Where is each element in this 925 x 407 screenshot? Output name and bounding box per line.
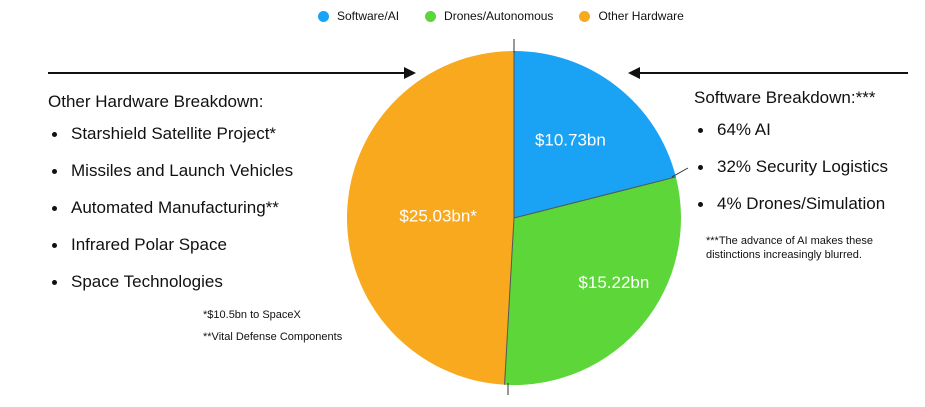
list-item-text: Space Technologies — [71, 272, 223, 291]
bullet-icon — [698, 164, 703, 170]
bullet-icon — [52, 279, 57, 285]
bullet-icon — [52, 205, 57, 211]
legend-label-drones: Drones/Autonomous — [444, 9, 554, 23]
other-hardware-title: Other Hardware Breakdown: — [48, 92, 264, 111]
list-item: 4% Drones/Simulation — [694, 194, 919, 214]
right-leader-line — [671, 167, 689, 178]
bullet-icon — [52, 131, 57, 137]
bullet-icon — [698, 127, 703, 133]
legend-item-drones: Drones/Autonomous — [425, 9, 553, 23]
list-item: Missiles and Launch Vehicles — [48, 161, 368, 181]
software-breakdown-title: Software Breakdown:*** — [694, 88, 876, 107]
software-breakdown: Software Breakdown:*** 64% AI 32% Securi… — [694, 88, 919, 231]
pie-slice-software — [514, 51, 676, 218]
legend-item-software: Software/AI — [318, 9, 399, 23]
other-hardware-list: Starshield Satellite Project* Missiles a… — [48, 124, 368, 292]
chart-legend: Software/AI Drones/Autonomous Other Hard… — [318, 9, 710, 23]
value-label-hardware: $25.03bn* — [399, 206, 477, 225]
list-item: 64% AI — [694, 120, 919, 140]
right-arrow-icon — [628, 67, 908, 79]
footnote-spacex: *$10.5bn to SpaceX — [203, 309, 301, 321]
footnote-ai-blurred: ***The advance of AI makes these distinc… — [706, 235, 873, 261]
legend-label-hardware: Other Hardware — [598, 9, 684, 23]
list-item: Starshield Satellite Project* — [48, 124, 368, 144]
list-item-text: 32% Security Logistics — [717, 157, 889, 176]
bullet-icon — [698, 201, 703, 207]
legend-item-hardware: Other Hardware — [579, 9, 684, 23]
list-item-text: Automated Manufacturing** — [71, 198, 279, 217]
list-item: Automated Manufacturing** — [48, 198, 368, 218]
software-breakdown-list: 64% AI 32% Security Logistics 4% Drones/… — [694, 120, 919, 214]
slice-divider — [504, 217, 515, 385]
list-item-text: Missiles and Launch Vehicles — [71, 161, 294, 180]
value-label-software: $10.73bn — [535, 131, 606, 150]
bullet-icon — [52, 168, 57, 174]
list-item-text: 64% AI — [717, 120, 771, 139]
legend-swatch-drones — [425, 10, 437, 22]
value-label-drones: $15.22bn — [578, 273, 649, 292]
pie-slice-hardware — [346, 51, 514, 385]
left-arrow-icon — [48, 67, 416, 79]
other-hardware-breakdown: Other Hardware Breakdown: Starshield Sat… — [48, 92, 368, 309]
list-item: Infrared Polar Space — [48, 235, 368, 255]
bullet-icon — [52, 242, 57, 248]
list-item-text: Starshield Satellite Project* — [71, 124, 277, 143]
footnote-defense: **Vital Defense Components — [203, 331, 343, 343]
pie-slice-drones — [504, 176, 681, 385]
slice-divider — [513, 176, 676, 219]
legend-label-software: Software/AI — [337, 9, 400, 23]
list-item-text: 4% Drones/Simulation — [717, 194, 886, 213]
list-item-text: Infrared Polar Space — [71, 235, 227, 254]
list-item: Space Technologies — [48, 272, 368, 292]
legend-swatch-software — [318, 10, 329, 22]
legend-swatch-hardware — [579, 10, 591, 22]
list-item: 32% Security Logistics — [694, 157, 919, 177]
